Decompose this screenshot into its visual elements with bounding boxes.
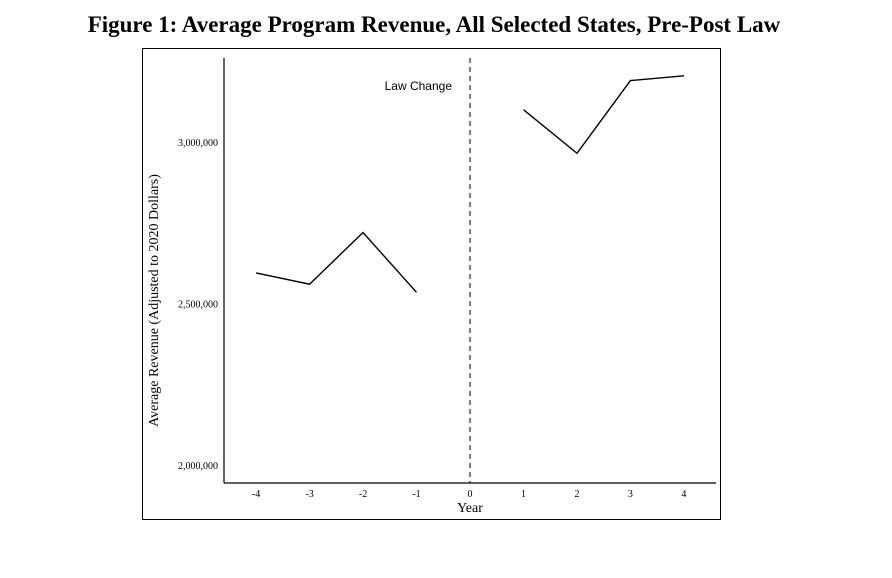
x-tick-label: -3	[305, 489, 313, 500]
x-tick-label: 3	[628, 489, 633, 500]
chart-labels: Year Average Revenue (Adjusted to 2020 D…	[147, 174, 483, 516]
x-tick-label: 0	[468, 489, 473, 500]
x-tick-label: -4	[252, 489, 260, 500]
x-tick-label: 2	[574, 489, 579, 500]
y-tick-label: 2,500,000	[178, 300, 218, 311]
figure-title: Figure 1: Average Program Revenue, All S…	[87, 12, 781, 37]
x-tick-label: -2	[359, 489, 367, 500]
series-line-post	[523, 75, 684, 155]
x-tick-label: -1	[412, 489, 420, 500]
y-tick-label: 3,000,000	[178, 138, 218, 149]
y-axis-label: Average Revenue (Adjusted to 2020 Dollar…	[147, 174, 162, 427]
law-change-annotation: Law Change	[385, 79, 453, 93]
chart-frame	[142, 48, 721, 520]
chart-series: Law Change	[255, 58, 684, 483]
chart-axes: -4 -3 -2 -1 0 1 2 3 4 2,000,000 2,500,000 3,000,000	[178, 58, 716, 500]
series-line-pre	[255, 231, 418, 293]
x-axis-label: Year	[457, 501, 483, 516]
x-tick-label: 1	[521, 489, 526, 500]
y-tick-label: 2,000,000	[178, 461, 218, 472]
x-tick-label: 4	[681, 489, 686, 500]
